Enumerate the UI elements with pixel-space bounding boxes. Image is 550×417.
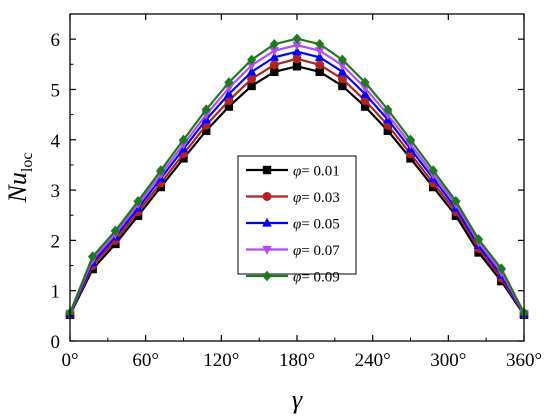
data-point bbox=[224, 77, 234, 88]
data-point bbox=[383, 126, 392, 135]
data-point bbox=[496, 263, 506, 274]
data-point bbox=[337, 61, 348, 71]
data-point bbox=[269, 52, 280, 61]
data-point bbox=[315, 67, 324, 77]
legend-label: φ= 0.05 bbox=[293, 217, 340, 233]
legend-value: = 0.05 bbox=[301, 217, 339, 233]
data-point bbox=[360, 102, 370, 111]
data-point bbox=[337, 54, 347, 65]
legend-marker bbox=[262, 192, 272, 201]
y-tick-label: 5 bbox=[51, 80, 61, 101]
legend-label: φ= 0.07 bbox=[293, 243, 340, 259]
data-point bbox=[247, 54, 257, 65]
data-point bbox=[247, 74, 257, 84]
legend-item: φ= 0.05 bbox=[246, 217, 340, 233]
legend-label: φ= 0.03 bbox=[293, 190, 340, 206]
data-point bbox=[428, 165, 438, 176]
x-tick-label: 0° bbox=[61, 350, 78, 371]
data-point bbox=[292, 33, 302, 44]
axes: 0° 60° 120° 180° 240° 300° 360° 0 1 2 3 4 5 6 γ Nuloc bbox=[3, 13, 542, 414]
data-point bbox=[337, 66, 348, 76]
legend-symbol: φ bbox=[293, 243, 301, 259]
x-tick-label: 360° bbox=[506, 350, 542, 371]
data-point bbox=[405, 134, 416, 145]
legend-label: φ= 0.09 bbox=[293, 270, 340, 286]
data-point bbox=[133, 195, 143, 207]
data-point bbox=[224, 102, 234, 111]
legend-marker bbox=[262, 217, 272, 227]
data-point bbox=[360, 77, 370, 88]
legend-box bbox=[237, 155, 357, 275]
x-tick-label: 60° bbox=[132, 350, 159, 371]
data-point bbox=[315, 60, 325, 70]
data-point bbox=[292, 62, 302, 71]
data-point bbox=[451, 195, 461, 207]
y-axis-title-subscript: loc bbox=[19, 153, 36, 173]
y-tick-label: 3 bbox=[51, 181, 61, 202]
data-point bbox=[474, 234, 484, 245]
y-tick-label: 0 bbox=[51, 332, 61, 353]
data-point bbox=[315, 38, 325, 50]
legend-symbol: φ bbox=[293, 164, 301, 180]
legend-label: φ= 0.01 bbox=[293, 164, 340, 180]
y-tick-label: 2 bbox=[51, 231, 61, 252]
legend-marker bbox=[262, 245, 272, 255]
data-point bbox=[292, 46, 302, 56]
legend-symbol: φ bbox=[293, 190, 301, 206]
y-tick-label: 6 bbox=[51, 30, 61, 51]
legend-item: φ= 0.09 bbox=[246, 270, 340, 286]
data-point bbox=[406, 154, 415, 163]
data-point bbox=[314, 52, 325, 61]
data-point bbox=[292, 54, 302, 64]
data-point bbox=[247, 81, 256, 91]
y-tick-label: 4 bbox=[51, 131, 61, 152]
data-point bbox=[179, 154, 188, 163]
data-point bbox=[383, 104, 393, 115]
y-axis-title-main: Nu bbox=[3, 172, 32, 203]
legend-item: φ= 0.03 bbox=[246, 190, 340, 206]
legend-item: φ= 0.07 bbox=[246, 243, 340, 259]
data-point bbox=[110, 225, 120, 237]
legend-value: = 0.01 bbox=[301, 164, 339, 180]
legend: φ= 0.01φ= 0.03φ= 0.05φ= 0.07φ= 0.09 bbox=[237, 155, 357, 286]
x-tick-label: 120° bbox=[203, 350, 239, 371]
data-point bbox=[269, 60, 279, 70]
data-point bbox=[246, 61, 257, 71]
data-point bbox=[178, 134, 189, 145]
x-tick-label: 240° bbox=[355, 350, 391, 371]
data-point bbox=[246, 66, 257, 76]
data-point bbox=[337, 74, 347, 84]
legend-value: = 0.07 bbox=[301, 243, 340, 259]
data-point bbox=[314, 47, 325, 56]
legend-item: φ= 0.01 bbox=[246, 164, 340, 180]
x-tick-label: 180° bbox=[279, 350, 315, 371]
legend-symbol: φ bbox=[293, 217, 301, 233]
x-axis-title: γ bbox=[292, 385, 303, 414]
legend-value: = 0.03 bbox=[301, 190, 339, 206]
x-tick-label: 300° bbox=[430, 350, 466, 371]
plot-area bbox=[65, 33, 529, 320]
data-point bbox=[270, 67, 279, 77]
y-axis-title: Nuloc bbox=[3, 153, 36, 204]
data-point bbox=[156, 165, 166, 176]
data-point bbox=[201, 104, 211, 115]
data-point bbox=[224, 96, 234, 106]
legend-value: = 0.09 bbox=[301, 270, 339, 286]
data-point bbox=[88, 251, 98, 262]
data-point bbox=[269, 47, 280, 56]
data-point bbox=[338, 81, 347, 91]
legend-symbol: φ bbox=[293, 270, 301, 286]
data-point bbox=[224, 88, 234, 98]
data-point bbox=[360, 96, 370, 106]
legend-marker bbox=[262, 270, 272, 282]
legend-marker bbox=[262, 165, 272, 175]
data-point bbox=[202, 126, 211, 135]
data-point bbox=[269, 38, 279, 50]
data-point bbox=[360, 88, 370, 98]
series-5 bbox=[65, 33, 529, 319]
y-tick-label: 1 bbox=[51, 282, 61, 303]
data-point bbox=[292, 41, 302, 51]
